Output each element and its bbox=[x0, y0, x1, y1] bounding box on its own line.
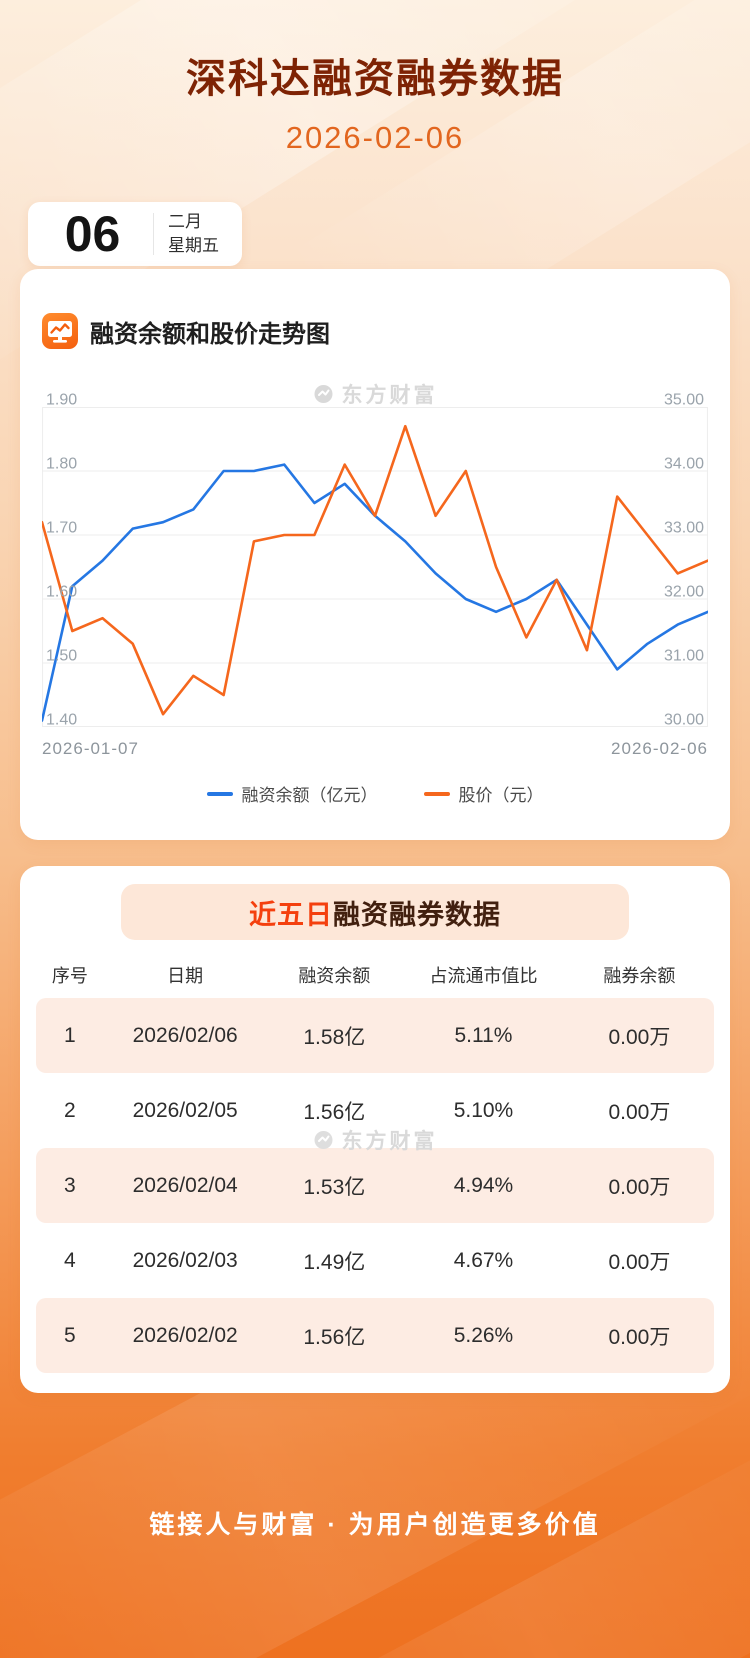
y-axis-tick-left: 1.40 bbox=[46, 711, 78, 729]
table-row: 5 2026/02/02 1.56亿 5.26% 0.00万 bbox=[36, 1298, 714, 1373]
weekday-label: 星期五 bbox=[168, 235, 219, 255]
table-header-row: 序号 日期 融资余额 占流通市值比 融券余额 bbox=[36, 952, 714, 998]
cell-index: 1 bbox=[64, 1023, 76, 1047]
y-axis-tick-right: 35.00 bbox=[663, 391, 704, 409]
cell-short-balance: 0.00万 bbox=[608, 1325, 671, 1349]
vertical-divider bbox=[153, 213, 154, 255]
cell-date: 2026/02/02 bbox=[132, 1323, 238, 1347]
table-row: 3 2026/02/04 1.53亿 4.94% 0.00万 bbox=[36, 1148, 714, 1223]
footer-slogan: 链接人与财富 · 为用户创造更多价值 bbox=[149, 1511, 601, 1539]
cell-date: 2026/02/04 bbox=[132, 1173, 238, 1197]
watermark-text: 东方财富 bbox=[341, 384, 438, 407]
cell-margin-balance: 1.56亿 bbox=[303, 1100, 366, 1124]
date-card: 06 二月 星期五 bbox=[28, 202, 242, 266]
legend-label: 融资余额（亿元） bbox=[241, 786, 378, 805]
cell-market-cap-ratio: 5.26% bbox=[453, 1323, 514, 1347]
table-card: 近五日 融资融券数据 序号 日期 融资余额 占流通市值比 融券余额 1 2026/… bbox=[20, 866, 730, 1393]
y-axis-tick-left: 1.70 bbox=[46, 519, 78, 537]
table-row: 4 2026/02/03 1.49亿 4.67% 0.00万 bbox=[36, 1223, 714, 1298]
y-axis-tick-left: 1.60 bbox=[46, 583, 78, 601]
chart-card: 融资余额和股价走势图 东方财富 1.90 1.80 1.70 1.60 1.50… bbox=[20, 269, 730, 840]
column-header-short-balance: 融券余额 bbox=[603, 966, 676, 986]
plot-region bbox=[42, 407, 708, 727]
legend-label: 股价（元） bbox=[458, 786, 544, 805]
y-axis-tick-right: 31.00 bbox=[663, 647, 704, 665]
table-row: 2 2026/02/05 1.56亿 5.10% 0.00万 bbox=[36, 1073, 714, 1148]
cell-date: 2026/02/03 bbox=[132, 1248, 238, 1272]
month-label: 二月 bbox=[168, 212, 202, 232]
cell-margin-balance: 1.58亿 bbox=[303, 1025, 366, 1049]
legend-swatch-blue bbox=[206, 791, 233, 796]
x-axis-labels: 2026-01-07 2026-02-06 bbox=[42, 739, 708, 759]
table-title-banner: 近五日 融资融券数据 bbox=[121, 884, 629, 940]
y-axis-tick-left: 1.50 bbox=[46, 647, 78, 665]
cell-index: 2 bbox=[64, 1098, 76, 1122]
chart-icon bbox=[42, 313, 78, 349]
cell-index: 4 bbox=[64, 1248, 76, 1272]
legend-item-stock-price: 股价（元） bbox=[423, 781, 544, 806]
table-row: 1 2026/02/06 1.58亿 5.11% 0.00万 bbox=[36, 998, 714, 1073]
watermark: 东方财富 bbox=[313, 1125, 438, 1155]
cell-market-cap-ratio: 4.67% bbox=[453, 1248, 514, 1272]
chart-section-header: 融资余额和股价走势图 bbox=[42, 313, 708, 349]
y-axis-tick-right: 32.00 bbox=[663, 583, 704, 601]
cell-short-balance: 0.00万 bbox=[608, 1175, 671, 1199]
cell-index: 3 bbox=[64, 1173, 76, 1197]
page-title: 深科达融资融券数据 bbox=[186, 57, 564, 101]
cell-market-cap-ratio: 5.11% bbox=[454, 1023, 513, 1047]
cell-short-balance: 0.00万 bbox=[608, 1025, 671, 1049]
cell-market-cap-ratio: 4.94% bbox=[453, 1173, 514, 1197]
column-header-date: 日期 bbox=[167, 966, 204, 986]
table-title-highlight: 近五日 bbox=[249, 899, 333, 930]
cell-index: 5 bbox=[64, 1323, 76, 1347]
cell-short-balance: 0.00万 bbox=[608, 1250, 671, 1274]
cell-short-balance: 0.00万 bbox=[608, 1100, 671, 1124]
cell-margin-balance: 1.56亿 bbox=[303, 1325, 366, 1349]
y-axis-tick-right: 33.00 bbox=[663, 519, 704, 537]
cell-date: 2026/02/06 bbox=[132, 1023, 238, 1047]
eastmoney-logo-icon bbox=[314, 385, 333, 403]
cell-market-cap-ratio: 5.10% bbox=[453, 1098, 514, 1122]
chart-section-title: 融资余额和股价走势图 bbox=[90, 320, 330, 348]
chart-legend: 融资余额（亿元） 股价（元） bbox=[42, 781, 708, 806]
y-axis-tick-left: 1.80 bbox=[46, 455, 78, 473]
header-date: 2026-02-06 bbox=[285, 120, 465, 155]
table-title-rest: 融资融券数据 bbox=[333, 899, 501, 930]
column-header-market-cap-ratio: 占流通市值比 bbox=[429, 966, 538, 986]
column-header-index: 序号 bbox=[51, 966, 88, 986]
watermark-text: 东方财富 bbox=[341, 1130, 438, 1154]
footer: 链接人与财富 · 为用户创造更多价值 bbox=[0, 1505, 750, 1541]
legend-item-margin-balance: 融资余额（亿元） bbox=[206, 781, 378, 806]
cell-margin-balance: 1.49亿 bbox=[303, 1250, 366, 1274]
watermark: 东方财富 bbox=[313, 379, 438, 409]
x-axis-start-label: 2026-01-07 bbox=[42, 739, 139, 758]
cell-date: 2026/02/05 bbox=[132, 1098, 238, 1122]
y-axis-tick-left: 1.90 bbox=[46, 391, 78, 409]
y-axis-tick-right: 30.00 bbox=[663, 711, 704, 729]
eastmoney-logo-icon bbox=[314, 1131, 333, 1150]
legend-swatch-orange bbox=[423, 791, 450, 796]
day-number: 06 bbox=[64, 206, 121, 262]
column-header-margin-balance: 融资余额 bbox=[298, 966, 371, 986]
cell-margin-balance: 1.53亿 bbox=[303, 1175, 366, 1199]
chart-area: 东方财富 1.90 1.80 1.70 1.60 1.50 1.40 35.00… bbox=[42, 384, 708, 729]
trend-chart bbox=[42, 407, 708, 727]
y-axis-tick-right: 34.00 bbox=[663, 455, 704, 473]
x-axis-end-label: 2026-02-06 bbox=[611, 739, 708, 758]
